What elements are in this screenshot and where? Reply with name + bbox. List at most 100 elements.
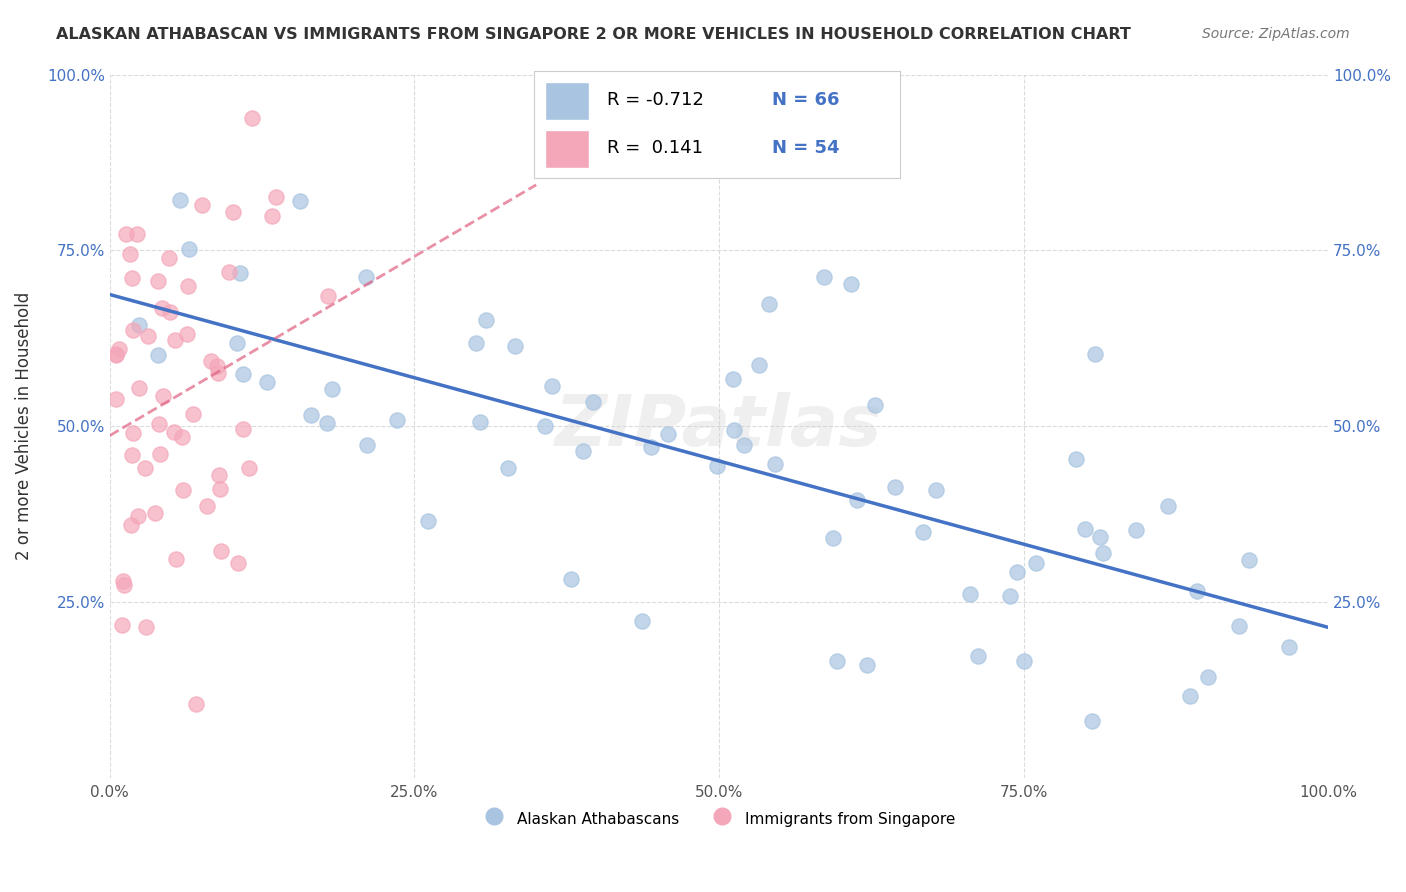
Point [262,209,284,223]
Point [1083,346,1105,360]
Point [121,270,143,285]
Point [159,305,181,319]
Point [111,617,134,632]
Point [534,419,557,434]
Point [208,482,231,496]
Point [152,389,174,403]
Point [748,358,770,372]
Point [122,425,145,440]
Y-axis label: 2 or more Vehicles in Household: 2 or more Vehicles in Household [15,293,32,560]
Point [135,619,157,633]
Point [290,194,312,208]
Point [354,270,377,285]
Point [883,480,905,494]
Point [163,334,186,348]
Point [763,457,786,471]
Point [157,252,180,266]
Point [418,514,440,528]
Point [111,574,134,588]
Point [232,368,254,382]
Point [630,614,652,628]
Point [172,483,194,498]
Point [321,382,343,396]
Point [128,318,150,332]
Point [475,313,498,327]
Point [177,279,200,293]
Point [226,336,249,351]
Legend: Alaskan Athabascans, Immigrants from Singapore: Alaskan Athabascans, Immigrants from Sin… [477,803,962,834]
Point [299,408,322,422]
FancyBboxPatch shape [546,130,589,168]
Point [356,438,378,452]
Point [1025,556,1047,570]
Point [1005,565,1028,579]
Point [176,326,198,341]
Point [1092,546,1115,560]
Point [1012,654,1035,668]
Point [256,375,278,389]
Point [104,348,127,362]
Text: R =  0.141: R = 0.141 [607,139,703,157]
Point [464,335,486,350]
Point [318,289,340,303]
Point [845,493,868,508]
Point [226,556,249,570]
Point [733,438,755,452]
Point [496,461,519,475]
Point [998,589,1021,603]
Point [148,348,170,362]
Point [582,394,605,409]
Point [839,277,862,291]
Point [136,329,159,343]
Point [118,247,141,261]
Point [316,417,339,431]
Point [240,111,263,125]
Point [721,372,744,386]
Point [143,506,166,520]
Point [572,443,595,458]
Point [1090,530,1112,544]
Point [162,425,184,439]
Point [1073,522,1095,536]
Point [120,517,142,532]
Point [207,359,229,373]
Text: R = -0.712: R = -0.712 [607,91,704,109]
Point [959,587,981,601]
Point [104,347,127,361]
Point [503,338,526,352]
Point [229,266,252,280]
Point [218,265,240,279]
Point [1197,670,1219,684]
Text: N = 66: N = 66 [772,91,839,109]
Point [114,227,136,242]
Point [1081,714,1104,728]
Text: N = 54: N = 54 [772,139,839,157]
Text: Source: ZipAtlas.com: Source: ZipAtlas.com [1202,27,1350,41]
Point [169,193,191,207]
Point [266,189,288,203]
Point [146,274,169,288]
Point [200,354,222,368]
Point [207,366,229,380]
Point [208,467,231,482]
Point [121,448,143,462]
Point [127,508,149,523]
Point [758,296,780,310]
Point [855,658,877,673]
Point [1278,640,1301,655]
Point [195,499,218,513]
Point [925,483,948,497]
Point [177,243,200,257]
Point [385,413,408,427]
Point [149,447,172,461]
Point [150,301,173,315]
Point [128,381,150,395]
Point [238,460,260,475]
FancyBboxPatch shape [546,82,589,120]
Point [865,398,887,412]
Point [134,461,156,475]
Text: ZIPatlas: ZIPatlas [555,392,883,461]
Point [911,525,934,540]
Point [125,227,148,242]
Point [821,532,844,546]
